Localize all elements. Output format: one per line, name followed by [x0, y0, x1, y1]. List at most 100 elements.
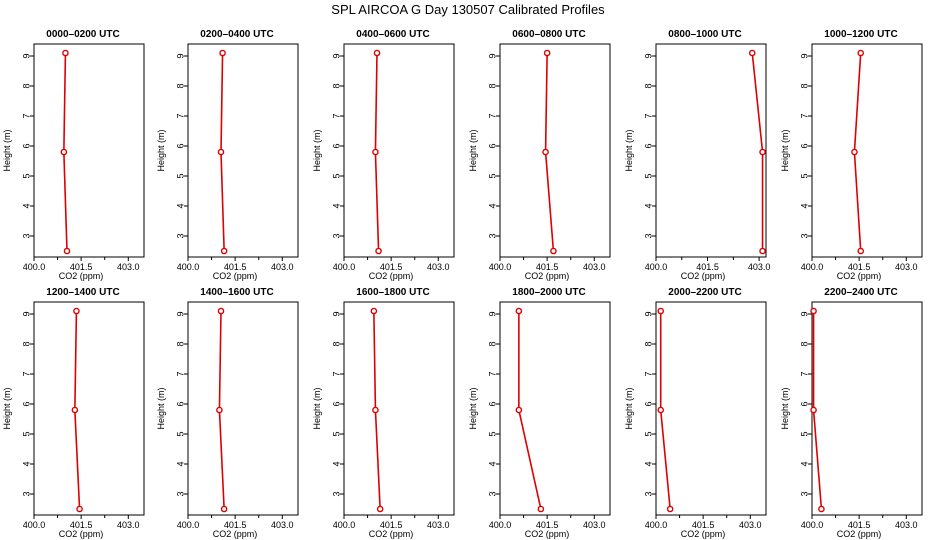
chart-panel: 0200–0400 UTC 400.0 401.5 403.0 CO2 (ppm) 3 4 5… [156, 29, 299, 281]
y-tick-label: 6 [175, 143, 185, 148]
x-axis-label: CO2 (ppm) [837, 271, 882, 281]
y-tick-label: 8 [487, 83, 497, 88]
x-tick-label: 401.5 [536, 520, 559, 530]
data-point [219, 49, 226, 57]
y-tick-label: 4 [331, 461, 341, 466]
plot-frame [33, 43, 145, 258]
y-tick-label: 6 [487, 401, 497, 406]
x-axis-label: CO2 (ppm) [59, 529, 104, 539]
data-point [810, 406, 817, 414]
panel-title: 2200–2400 UTC [824, 287, 897, 298]
y-axis-label: Height (m) [2, 129, 12, 171]
y-tick-label: 7 [643, 113, 653, 118]
y-tick-label: 5 [643, 431, 653, 436]
data-point [810, 307, 817, 315]
data-point [373, 49, 381, 57]
x-tick-label: 403.0 [117, 520, 140, 530]
y-tick-label: 7 [799, 113, 809, 118]
data-point [62, 49, 69, 57]
chart-panel: 2000–2200 UTC 400.0 401.5 403.0 CO2 (ppm) 3 4 5… [624, 287, 767, 539]
x-tick-label: 403.0 [739, 520, 762, 530]
plot-frame [811, 43, 923, 258]
chart-panel: 0600–0800 UTC 400.0 401.5 403.0 CO2 (ppm) 3 4 5… [468, 29, 611, 281]
x-tick-label: 400.0 [489, 262, 512, 272]
data-point [666, 505, 674, 513]
y-tick-label: 3 [487, 233, 497, 238]
y-tick-label: 5 [487, 431, 497, 436]
y-tick-label: 5 [487, 173, 497, 178]
plot-frame [499, 301, 611, 516]
y-axis-label: Height (m) [468, 387, 478, 429]
y-tick-label: 8 [643, 83, 653, 88]
y-axis-label: Height (m) [312, 387, 322, 429]
x-tick-label: 403.0 [748, 262, 771, 272]
data-point [376, 505, 384, 513]
y-tick-label: 8 [175, 83, 185, 88]
y-tick-label: 9 [175, 53, 185, 58]
x-axis-label: CO2 (ppm) [213, 271, 258, 281]
y-tick-label: 8 [175, 341, 185, 346]
x-tick-label: 403.0 [427, 520, 450, 530]
x-tick-label: 400.0 [23, 520, 46, 530]
y-tick-label: 4 [21, 203, 31, 208]
y-tick-label: 4 [175, 203, 185, 208]
chart-panel: 1200–1400 UTC 400.0 401.5 403.0 CO2 (ppm) 3 4 5… [2, 287, 145, 539]
panel-title: 1400–1600 UTC [200, 287, 273, 298]
y-tick-label: 5 [175, 173, 185, 178]
y-tick-label: 3 [487, 491, 497, 496]
data-point [217, 148, 225, 156]
y-tick-label: 6 [487, 143, 497, 148]
y-tick-label: 8 [487, 341, 497, 346]
data-point [76, 505, 83, 513]
x-tick-label: 401.5 [70, 520, 93, 530]
y-tick-label: 8 [21, 341, 31, 346]
plot-frame [187, 43, 299, 258]
panel-title: 0400–0600 UTC [356, 29, 429, 40]
x-tick-label: 401.5 [380, 520, 403, 530]
chart-panel: 0800–1000 UTC 400.0 401.5 403.0 CO2 (ppm) 3 4 5… [624, 29, 770, 281]
data-point [63, 247, 71, 255]
x-tick-label: 403.0 [583, 262, 606, 272]
panel-title: 0000–0200 UTC [46, 29, 119, 40]
x-axis-label: CO2 (ppm) [213, 529, 258, 539]
y-axis-label: Height (m) [312, 129, 322, 171]
x-tick-label: 400.0 [645, 262, 668, 272]
data-point [370, 307, 378, 315]
x-tick-label: 400.0 [801, 262, 824, 272]
chart-panel: 1600–1800 UTC 400.0 401.5 403.0 CO2 (ppm) 3 4 5… [312, 287, 455, 539]
y-tick-label: 8 [331, 83, 341, 88]
y-axis-label: Height (m) [780, 387, 790, 429]
chart-panel: 1400–1600 UTC 400.0 401.5 403.0 CO2 (ppm) 3 4 5… [156, 287, 299, 539]
chart-panel: 2200–2400 UTC 400.0 401.5 403.0 CO2 (ppm) 3 4 5… [780, 287, 923, 539]
data-point [60, 148, 68, 156]
y-tick-label: 8 [799, 83, 809, 88]
chart-panel: 1000–1200 UTC 400.0 401.5 403.0 CO2 (ppm) 3 4 5… [780, 29, 923, 281]
data-point [857, 247, 865, 255]
y-tick-label: 5 [331, 173, 341, 178]
y-axis-label: Height (m) [156, 129, 166, 171]
page-title: SPL AIRCOA G Day 130507 Calibrated Profi… [331, 2, 605, 17]
x-tick-label: 403.0 [271, 262, 294, 272]
data-point [818, 505, 825, 513]
x-tick-label: 400.0 [177, 520, 200, 530]
panel-title: 1200–1400 UTC [46, 287, 119, 298]
data-point [542, 148, 549, 156]
data-point [71, 406, 79, 414]
y-tick-label: 3 [21, 233, 31, 238]
y-tick-label: 5 [331, 431, 341, 436]
y-tick-label: 9 [643, 311, 653, 316]
x-tick-label: 403.0 [117, 262, 140, 272]
plot-frame [187, 301, 299, 516]
x-tick-label: 400.0 [333, 262, 356, 272]
y-tick-label: 7 [799, 371, 809, 376]
y-tick-label: 8 [799, 341, 809, 346]
x-axis-label: CO2 (ppm) [59, 271, 104, 281]
chart-panel: 1800–2000 UTC 400.0 401.5 403.0 CO2 (ppm) 3 4 5… [468, 287, 611, 539]
y-axis-label: Height (m) [624, 129, 634, 171]
y-tick-label: 3 [175, 491, 185, 496]
data-point [657, 307, 665, 315]
x-tick-label: 400.0 [177, 262, 200, 272]
y-axis-label: Height (m) [468, 129, 478, 171]
y-tick-label: 9 [799, 53, 809, 58]
x-tick-label: 400.0 [489, 520, 512, 530]
